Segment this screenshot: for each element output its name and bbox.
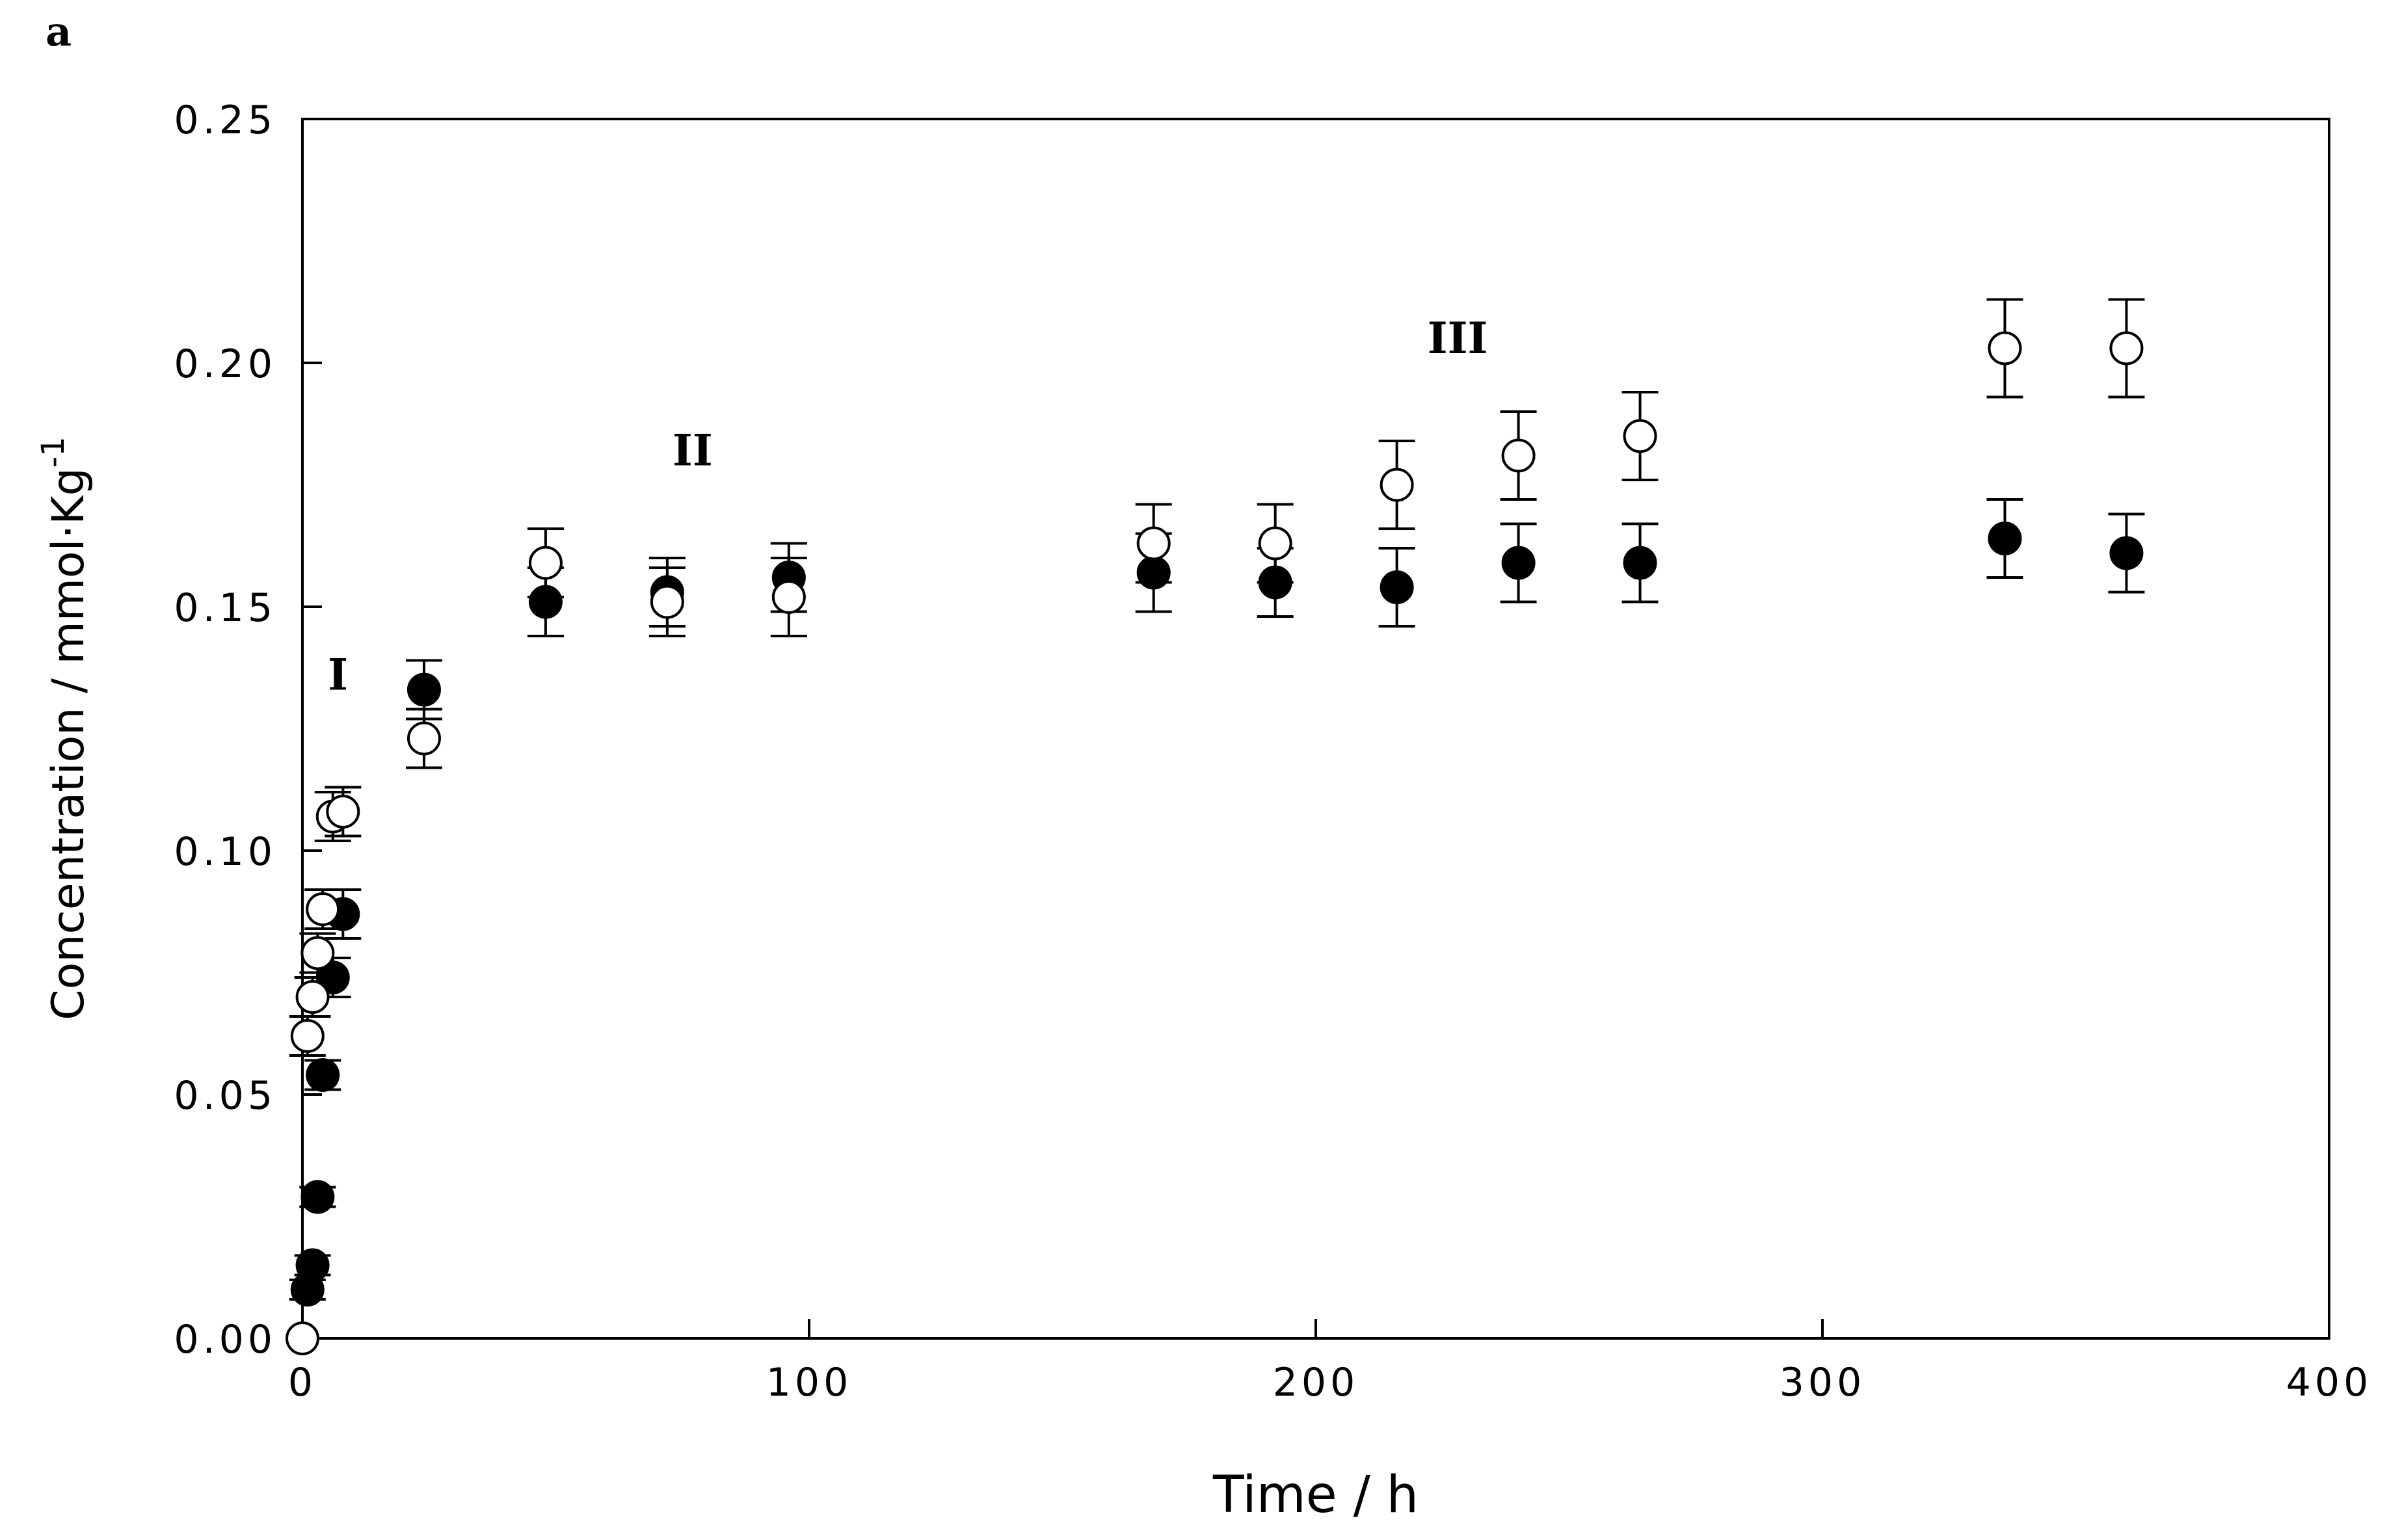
y-tick-label: 0.05 <box>174 1073 276 1119</box>
data-point-filled <box>1988 522 2022 555</box>
panel-label: a <box>46 8 72 55</box>
data-point-open <box>1136 526 1171 561</box>
data-point-filled <box>306 1058 340 1092</box>
x-axis-title: Time / h <box>1212 1466 1419 1524</box>
data-point-filled <box>1380 570 1414 604</box>
data-point-open <box>771 580 806 614</box>
plot-frame <box>301 118 2330 1340</box>
y-axis-title-superscript: -1 <box>35 436 72 468</box>
data-point-open <box>300 936 335 970</box>
data-point-open <box>1501 438 1536 473</box>
x-tick-label: 400 <box>2286 1360 2373 1405</box>
x-tick-label: 0 <box>288 1360 317 1405</box>
data-point-open <box>1380 468 1414 502</box>
y-axis-title: Concentration / mmol·Kg-1 <box>35 436 94 1020</box>
data-point-open <box>286 1321 319 1355</box>
region-label: III <box>1428 313 1488 364</box>
y-tick-label: 0.10 <box>174 829 276 875</box>
data-point-filled <box>2109 536 2144 570</box>
data-point-open <box>2109 331 2144 365</box>
data-point-filled <box>1623 546 1657 580</box>
data-point-filled <box>1501 546 1536 580</box>
data-point-filled <box>295 1248 330 1282</box>
data-point-open <box>1623 419 1657 453</box>
data-point-open <box>306 892 340 926</box>
data-point-open <box>407 721 441 756</box>
region-label: I <box>328 650 348 700</box>
y-tick-label: 0.15 <box>174 585 276 631</box>
region-label: II <box>673 425 713 476</box>
data-point-open <box>1988 331 2022 365</box>
x-axis-ticks: 0 100 200 300 400 <box>288 1319 2373 1405</box>
series-open <box>286 298 2145 1355</box>
y-axis-ticks: 0.00 0.05 0.10 0.15 0.20 0.25 <box>174 98 322 1362</box>
data-point-open <box>528 546 563 580</box>
data-point-open <box>650 585 684 619</box>
y-axis-title-main: Concentration / mmol·Kg <box>43 468 94 1020</box>
data-point-open <box>290 1019 325 1053</box>
data-point-open <box>326 795 360 829</box>
data-series <box>286 298 2145 1355</box>
series-filled <box>289 498 2145 1307</box>
x-tick-label: 300 <box>1780 1360 1866 1405</box>
y-tick-label: 0.00 <box>174 1317 276 1362</box>
y-tick-label: 0.25 <box>174 98 276 143</box>
y-tick-label: 0.20 <box>174 341 276 387</box>
data-point-filled <box>300 1180 335 1214</box>
x-tick-label: 100 <box>766 1360 853 1405</box>
data-point-filled <box>407 672 441 707</box>
data-point-open <box>295 980 330 1014</box>
data-point-open <box>1258 526 1292 561</box>
x-tick-label: 200 <box>1273 1360 1359 1405</box>
